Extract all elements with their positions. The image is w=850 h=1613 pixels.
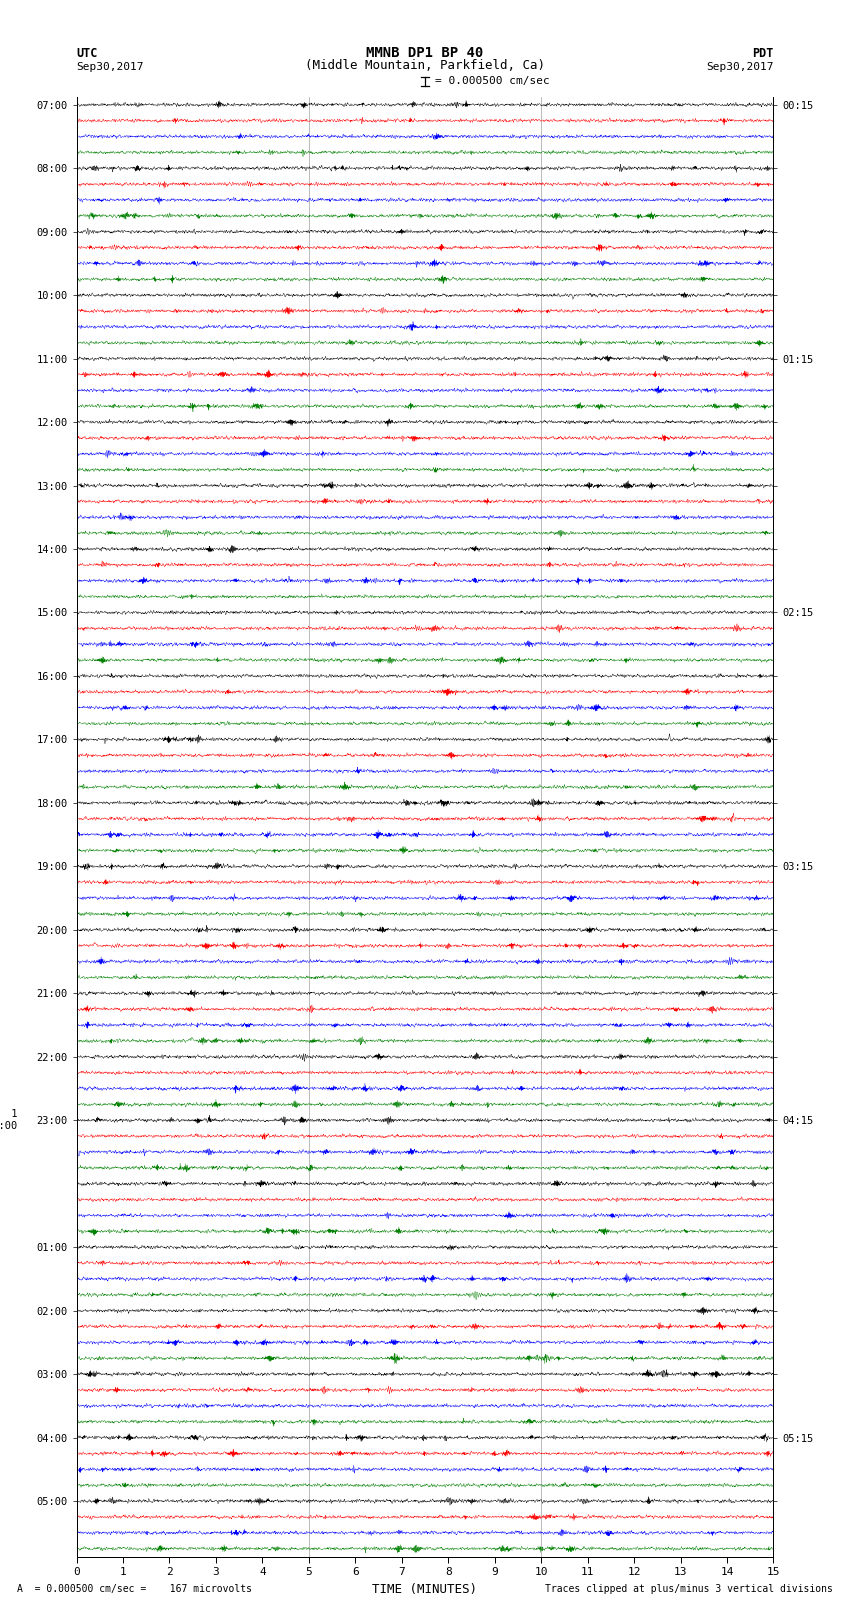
Text: Sep30,2017: Sep30,2017 (76, 61, 144, 71)
Text: PDT: PDT (752, 47, 774, 60)
Text: Traces clipped at plus/minus 3 vertical divisions: Traces clipped at plus/minus 3 vertical … (545, 1584, 833, 1594)
Text: = 0.000500 cm/sec: = 0.000500 cm/sec (435, 76, 550, 87)
Text: Sep30,2017: Sep30,2017 (706, 61, 774, 71)
Text: MMNB DP1 BP 40: MMNB DP1 BP 40 (366, 47, 484, 60)
Text: (Middle Mountain, Parkfield, Ca): (Middle Mountain, Parkfield, Ca) (305, 58, 545, 71)
Text: Oct  1
00:00: Oct 1 00:00 (0, 1110, 17, 1131)
Text: A  = 0.000500 cm/sec =    167 microvolts: A = 0.000500 cm/sec = 167 microvolts (17, 1584, 252, 1594)
X-axis label: TIME (MINUTES): TIME (MINUTES) (372, 1582, 478, 1595)
Text: UTC: UTC (76, 47, 98, 60)
